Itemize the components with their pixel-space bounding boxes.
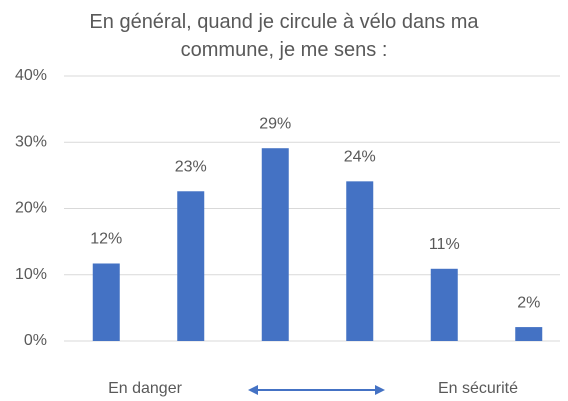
y-tick-label: 30%	[15, 133, 47, 150]
data-label: 11%	[429, 236, 460, 253]
bar	[261, 148, 289, 341]
y-tick-label: 20%	[15, 200, 47, 217]
bar	[430, 268, 458, 341]
y-tick-label: 0%	[24, 332, 47, 349]
data-label: 12%	[90, 231, 122, 248]
chart-title: En général, quand je circule à vélo dans…	[89, 11, 479, 61]
data-label: 29%	[259, 115, 291, 132]
bar	[515, 327, 543, 341]
annotation: En sécurité	[438, 380, 518, 397]
bar	[92, 263, 120, 341]
y-tick-label: 10%	[15, 266, 47, 283]
annotation: En danger	[108, 380, 183, 397]
y-tick-label: 40%	[15, 67, 47, 84]
bar	[177, 191, 205, 341]
bar	[346, 181, 374, 341]
data-label: 24%	[344, 149, 376, 166]
data-label: 23%	[175, 158, 207, 175]
data-label: 2%	[517, 294, 540, 311]
